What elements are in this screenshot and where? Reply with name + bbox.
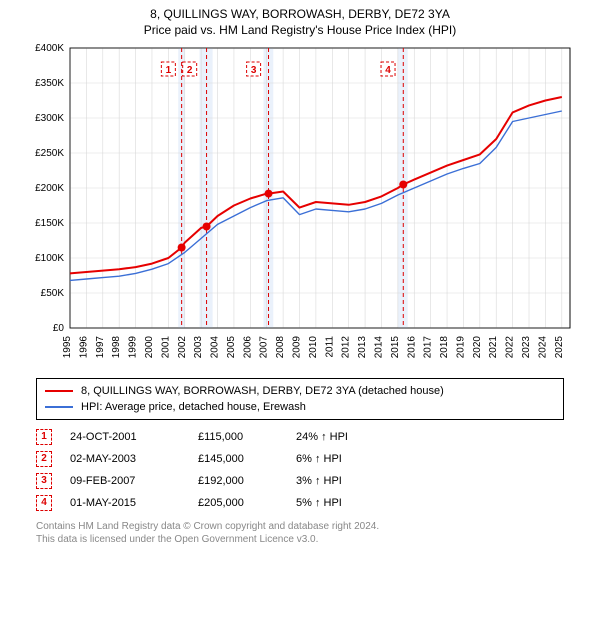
svg-text:2004: 2004 [210,336,221,359]
svg-text:2019: 2019 [455,336,466,359]
event-price: £115,000 [198,426,278,448]
svg-text:2023: 2023 [521,336,532,359]
svg-text:£0: £0 [53,323,65,334]
svg-text:£300K: £300K [35,113,64,124]
svg-text:2017: 2017 [423,336,434,359]
svg-text:2009: 2009 [292,336,303,359]
svg-text:2005: 2005 [226,336,237,359]
svg-text:2012: 2012 [341,336,352,359]
svg-text:2010: 2010 [308,336,319,359]
legend-item: 8, QUILLINGS WAY, BORROWASH, DERBY, DE72… [45,383,555,399]
svg-text:2003: 2003 [193,336,204,359]
svg-text:2011: 2011 [324,336,335,358]
event-pct: 6% ↑ HPI [296,448,396,470]
event-marker: 3 [36,473,52,489]
svg-text:1996: 1996 [78,336,89,359]
events-table: 1 24-OCT-2001 £115,000 24% ↑ HPI 2 02-MAY-200… [36,426,564,514]
svg-text:£350K: £350K [35,78,64,89]
svg-text:2008: 2008 [275,336,286,359]
footer-line-2: This data is licensed under the Open Gov… [36,533,564,546]
event-pct: 5% ↑ HPI [296,492,396,514]
event-marker: 4 [36,495,52,511]
svg-text:2022: 2022 [505,336,516,359]
page-title: 8, QUILLINGS WAY, BORROWASH, DERBY, DE72… [0,0,600,22]
footer-line-1: Contains HM Land Registry data © Crown c… [36,520,564,533]
event-row: 3 09-FEB-2007 £192,000 3% ↑ HPI [36,470,564,492]
event-pct: 24% ↑ HPI [296,426,396,448]
event-price: £145,000 [198,448,278,470]
svg-text:1995: 1995 [62,336,73,359]
event-date: 02-MAY-2003 [70,448,180,470]
legend-swatch [45,390,73,392]
legend-label: 8, QUILLINGS WAY, BORROWASH, DERBY, DE72… [81,383,444,399]
legend-item: HPI: Average price, detached house, Erew… [45,399,555,415]
svg-text:2015: 2015 [390,336,401,359]
event-date: 24-OCT-2001 [70,426,180,448]
svg-text:£200K: £200K [35,183,64,194]
svg-text:1997: 1997 [95,336,106,359]
svg-text:2002: 2002 [177,336,188,359]
svg-text:£100K: £100K [35,253,64,264]
event-marker: 1 [36,429,52,445]
svg-text:4: 4 [385,65,391,76]
svg-text:2021: 2021 [488,336,499,359]
svg-text:£400K: £400K [35,43,64,54]
event-row: 2 02-MAY-2003 £145,000 6% ↑ HPI [36,448,564,470]
event-row: 1 24-OCT-2001 £115,000 24% ↑ HPI [36,426,564,448]
legend-swatch [45,406,73,408]
svg-text:2024: 2024 [537,336,548,359]
svg-text:£150K: £150K [35,218,64,229]
legend-label: HPI: Average price, detached house, Erew… [81,399,306,415]
event-price: £205,000 [198,492,278,514]
svg-text:1: 1 [166,65,172,76]
svg-text:1999: 1999 [128,336,139,359]
svg-text:2014: 2014 [373,336,384,359]
svg-text:£250K: £250K [35,148,64,159]
event-pct: 3% ↑ HPI [296,470,396,492]
event-marker: 2 [36,451,52,467]
svg-text:£50K: £50K [41,288,65,299]
legend: 8, QUILLINGS WAY, BORROWASH, DERBY, DE72… [36,378,564,420]
svg-text:2: 2 [187,65,193,76]
event-date: 09-FEB-2007 [70,470,180,492]
svg-text:2018: 2018 [439,336,450,359]
footer-note: Contains HM Land Registry data © Crown c… [36,520,564,546]
svg-text:2000: 2000 [144,336,155,359]
svg-text:1998: 1998 [111,336,122,359]
svg-text:3: 3 [251,65,257,76]
svg-text:2020: 2020 [472,336,483,359]
event-row: 4 01-MAY-2015 £205,000 5% ↑ HPI [36,492,564,514]
page-subtitle: Price paid vs. HM Land Registry's House … [0,22,600,42]
price-chart: £0 £50K £100K £150K £200K £250K £300K £350K £400… [20,42,580,372]
event-price: £192,000 [198,470,278,492]
svg-text:2016: 2016 [406,336,417,359]
svg-text:2006: 2006 [242,336,253,359]
svg-text:2025: 2025 [554,336,565,359]
svg-text:2001: 2001 [160,336,171,359]
event-date: 01-MAY-2015 [70,492,180,514]
svg-text:2007: 2007 [259,336,270,359]
svg-text:2013: 2013 [357,336,368,359]
